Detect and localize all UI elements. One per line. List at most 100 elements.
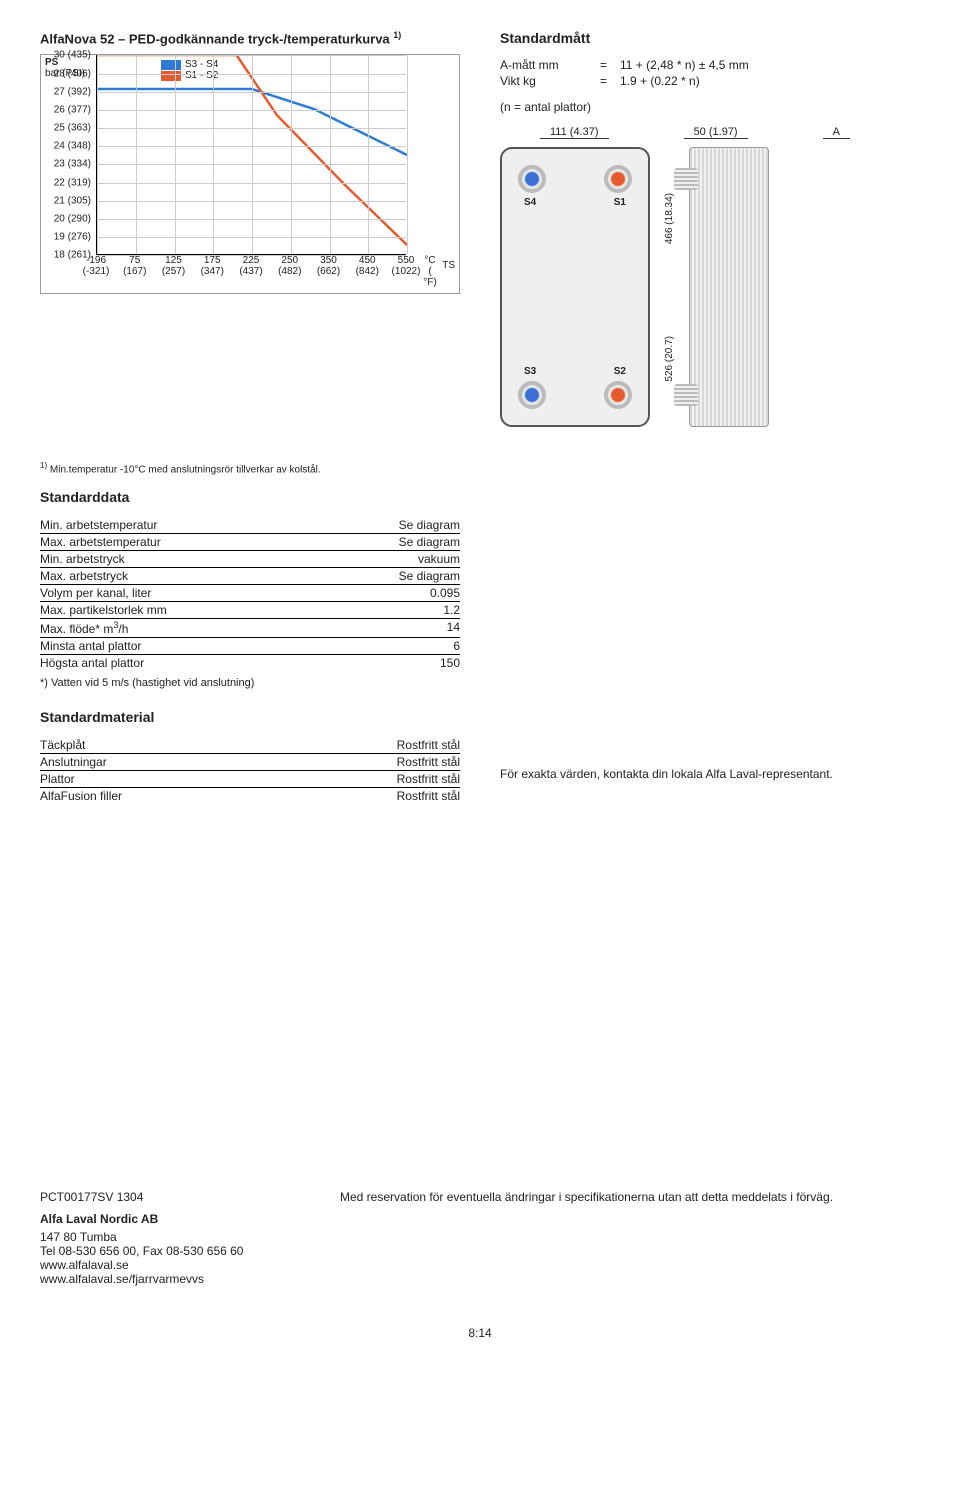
x-tick: 350(662) bbox=[317, 255, 340, 277]
dim-val: 1.9 + (0.22 * n) bbox=[620, 74, 700, 88]
row-val: Rostfritt stål bbox=[397, 738, 460, 752]
grid-line bbox=[368, 55, 369, 254]
dim-label: A-mått mm bbox=[500, 58, 600, 72]
y-tick: 24 (348) bbox=[41, 141, 91, 152]
row-val: Se diagram bbox=[399, 535, 460, 549]
y-tick: 26 (377) bbox=[41, 104, 91, 115]
table-row: Täckplåt Rostfritt stål bbox=[40, 737, 460, 754]
row-key: Täckplåt bbox=[40, 738, 85, 752]
row-key: Minsta antal plattor bbox=[40, 639, 141, 653]
dim-row: Vikt kg = 1.9 + (0.22 * n) bbox=[500, 74, 920, 88]
x-tick: 225(437) bbox=[239, 255, 262, 277]
grid-line bbox=[291, 55, 292, 254]
contact-col: För exakta värden, kontakta din lokala A… bbox=[500, 457, 920, 810]
std-data-footnote: *) Vatten vid 5 m/s (hastighet vid anslu… bbox=[40, 677, 460, 689]
port-s3 bbox=[518, 381, 546, 409]
row-val: 0.095 bbox=[430, 586, 460, 600]
dim-h2: 526 (20.7) bbox=[664, 336, 675, 382]
mid-section: 1) Min.temperatur -10°C med anslutningsr… bbox=[40, 457, 920, 810]
plate-front-view: S4S1S3S2 bbox=[500, 147, 650, 427]
row-key: AlfaFusion filler bbox=[40, 789, 122, 803]
disclaimer: Med reservation för eventuella ändringar… bbox=[340, 1190, 833, 1286]
y-tick: 22 (319) bbox=[41, 177, 91, 188]
left-column: AlfaNova 52 – PED-godkännande tryck-/tem… bbox=[40, 30, 460, 427]
grid-line bbox=[252, 55, 253, 254]
row-key: Min. arbetstryck bbox=[40, 552, 125, 566]
plate-side-view bbox=[689, 147, 769, 427]
grid-line bbox=[175, 55, 176, 254]
y-tick: 21 (305) bbox=[41, 195, 91, 206]
table-row: Min. arbetstemperaturSe diagram bbox=[40, 517, 460, 534]
row-val: 6 bbox=[453, 639, 460, 653]
tech-drawing: S4S1S3S2 466 (18.34) 526 (20.7) bbox=[500, 147, 920, 427]
y-tick: 28 (406) bbox=[41, 68, 91, 79]
std-data-heading: Standarddata bbox=[40, 489, 460, 505]
table-row: Högsta antal plattor 150 bbox=[40, 655, 460, 671]
x-unit: °C( °F) bbox=[423, 255, 436, 288]
title-text: AlfaNova 52 – PED-godkännande tryck-/tem… bbox=[40, 31, 390, 46]
port-s2 bbox=[604, 381, 632, 409]
std-dim-heading: Standardmått bbox=[500, 30, 920, 46]
row-val: 14 bbox=[447, 620, 460, 636]
table-row: Min. arbetstryckvakuum bbox=[40, 551, 460, 568]
port-s4 bbox=[518, 165, 546, 193]
row-val: Rostfritt stål bbox=[397, 755, 460, 769]
y-axis: 30 (435)28 (406)27 (392)26 (377)25 (363)… bbox=[41, 55, 96, 255]
dim-depth: 50 (1.97) bbox=[684, 126, 748, 139]
dim-eq: = bbox=[600, 74, 620, 88]
x-tick: 75(167) bbox=[123, 255, 146, 277]
row-key: Plattor bbox=[40, 772, 75, 786]
grid-line bbox=[330, 55, 331, 254]
x-tick: -196(-321) bbox=[83, 255, 110, 277]
row-key: Högsta antal plattor bbox=[40, 656, 144, 670]
row-val: Rostfritt stål bbox=[397, 772, 460, 786]
table-row: AlfaFusion filler Rostfritt stål bbox=[40, 788, 460, 804]
fitting-top bbox=[674, 168, 698, 190]
table-row: Max. arbetstryckSe diagram bbox=[40, 568, 460, 585]
chart-title: AlfaNova 52 – PED-godkännande tryck-/tem… bbox=[40, 30, 460, 46]
company-name: Alfa Laval Nordic AB bbox=[40, 1212, 300, 1226]
dim-a: A bbox=[823, 126, 850, 139]
x-tick: 125(257) bbox=[162, 255, 185, 277]
contact-note: För exakta värden, kontakta din lokala A… bbox=[500, 767, 920, 781]
grid-line bbox=[213, 55, 214, 254]
dim-width: 111 (4.37) bbox=[540, 126, 609, 139]
row-val: 150 bbox=[440, 656, 460, 670]
title-sup: 1) bbox=[393, 30, 401, 40]
table-row: Minsta antal plattor 6 bbox=[40, 638, 460, 655]
company-web1: www.alfalaval.se bbox=[40, 1258, 300, 1272]
port-s1 bbox=[604, 165, 632, 193]
y-tick: 27 (392) bbox=[41, 86, 91, 97]
row-key: Max. partikelstorlek mm bbox=[40, 603, 167, 617]
table-row: Max. flöde* m3/h 14 bbox=[40, 619, 460, 638]
ped-chart: PS bar (PSI) S3 - S4S1 - S2 30 (435)28 (… bbox=[40, 54, 460, 294]
grid-line bbox=[407, 55, 408, 254]
company-addr: 147 80 Tumba bbox=[40, 1230, 300, 1244]
port-label: S4 bbox=[524, 197, 536, 208]
y-tick: 25 (363) bbox=[41, 123, 91, 134]
y-tick: 23 (334) bbox=[41, 159, 91, 170]
y-tick: 19 (276) bbox=[41, 232, 91, 243]
port-label: S3 bbox=[524, 366, 536, 377]
fitting-bottom bbox=[674, 384, 698, 406]
row-key: Min. arbetstemperatur bbox=[40, 518, 157, 532]
x-tick: 250(482) bbox=[278, 255, 301, 277]
n-note: (n = antal plattor) bbox=[500, 100, 920, 114]
row-val: Se diagram bbox=[399, 569, 460, 583]
dim-label: Vikt kg bbox=[500, 74, 600, 88]
page-number: 8:14 bbox=[40, 1326, 920, 1340]
ts-axis-label: TS bbox=[442, 260, 455, 271]
table-row: Max. partikelstorlek mm 1.2 bbox=[40, 602, 460, 619]
std-data-table: Min. arbetstemperaturSe diagramMax. arbe… bbox=[40, 517, 460, 671]
row-val: Rostfritt stål bbox=[397, 789, 460, 803]
footer: PCT00177SV 1304 Alfa Laval Nordic AB 147… bbox=[40, 1190, 920, 1286]
row-val: 1.2 bbox=[443, 603, 460, 617]
port-label: S2 bbox=[614, 366, 626, 377]
top-row: AlfaNova 52 – PED-godkännande tryck-/tem… bbox=[40, 30, 920, 427]
dim-val: 11 + (2,48 * n) ± 4,5 mm bbox=[620, 58, 749, 72]
row-key: Max. flöde* m3/h bbox=[40, 620, 128, 636]
table-row: AnslutningarRostfritt stål bbox=[40, 754, 460, 771]
company-web2: www.alfalaval.se/fjarrvarmevvs bbox=[40, 1272, 300, 1286]
footer-left: PCT00177SV 1304 Alfa Laval Nordic AB 147… bbox=[40, 1190, 300, 1286]
grid-line bbox=[136, 55, 137, 254]
